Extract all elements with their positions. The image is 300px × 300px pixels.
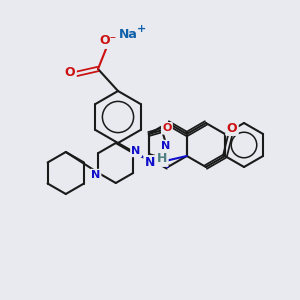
Text: N: N bbox=[91, 170, 100, 180]
Text: O: O bbox=[65, 67, 75, 80]
Text: N: N bbox=[145, 157, 155, 169]
Text: O⁻: O⁻ bbox=[99, 34, 117, 47]
Text: H: H bbox=[157, 152, 167, 166]
Text: O: O bbox=[226, 122, 237, 134]
Text: N: N bbox=[145, 157, 155, 169]
Text: N: N bbox=[161, 141, 170, 151]
Text: O⁻: O⁻ bbox=[99, 34, 117, 47]
Text: O: O bbox=[226, 122, 237, 134]
Text: N: N bbox=[91, 170, 100, 180]
Text: N: N bbox=[161, 141, 170, 151]
Text: Na: Na bbox=[118, 28, 137, 40]
Text: +: + bbox=[137, 24, 147, 34]
Text: N: N bbox=[131, 146, 141, 156]
Text: O: O bbox=[65, 67, 75, 80]
Text: O: O bbox=[162, 123, 172, 133]
Text: O: O bbox=[162, 123, 172, 133]
Text: N: N bbox=[131, 146, 141, 156]
Text: +: + bbox=[137, 24, 147, 34]
Text: H: H bbox=[157, 152, 167, 166]
Text: Na: Na bbox=[118, 28, 137, 40]
